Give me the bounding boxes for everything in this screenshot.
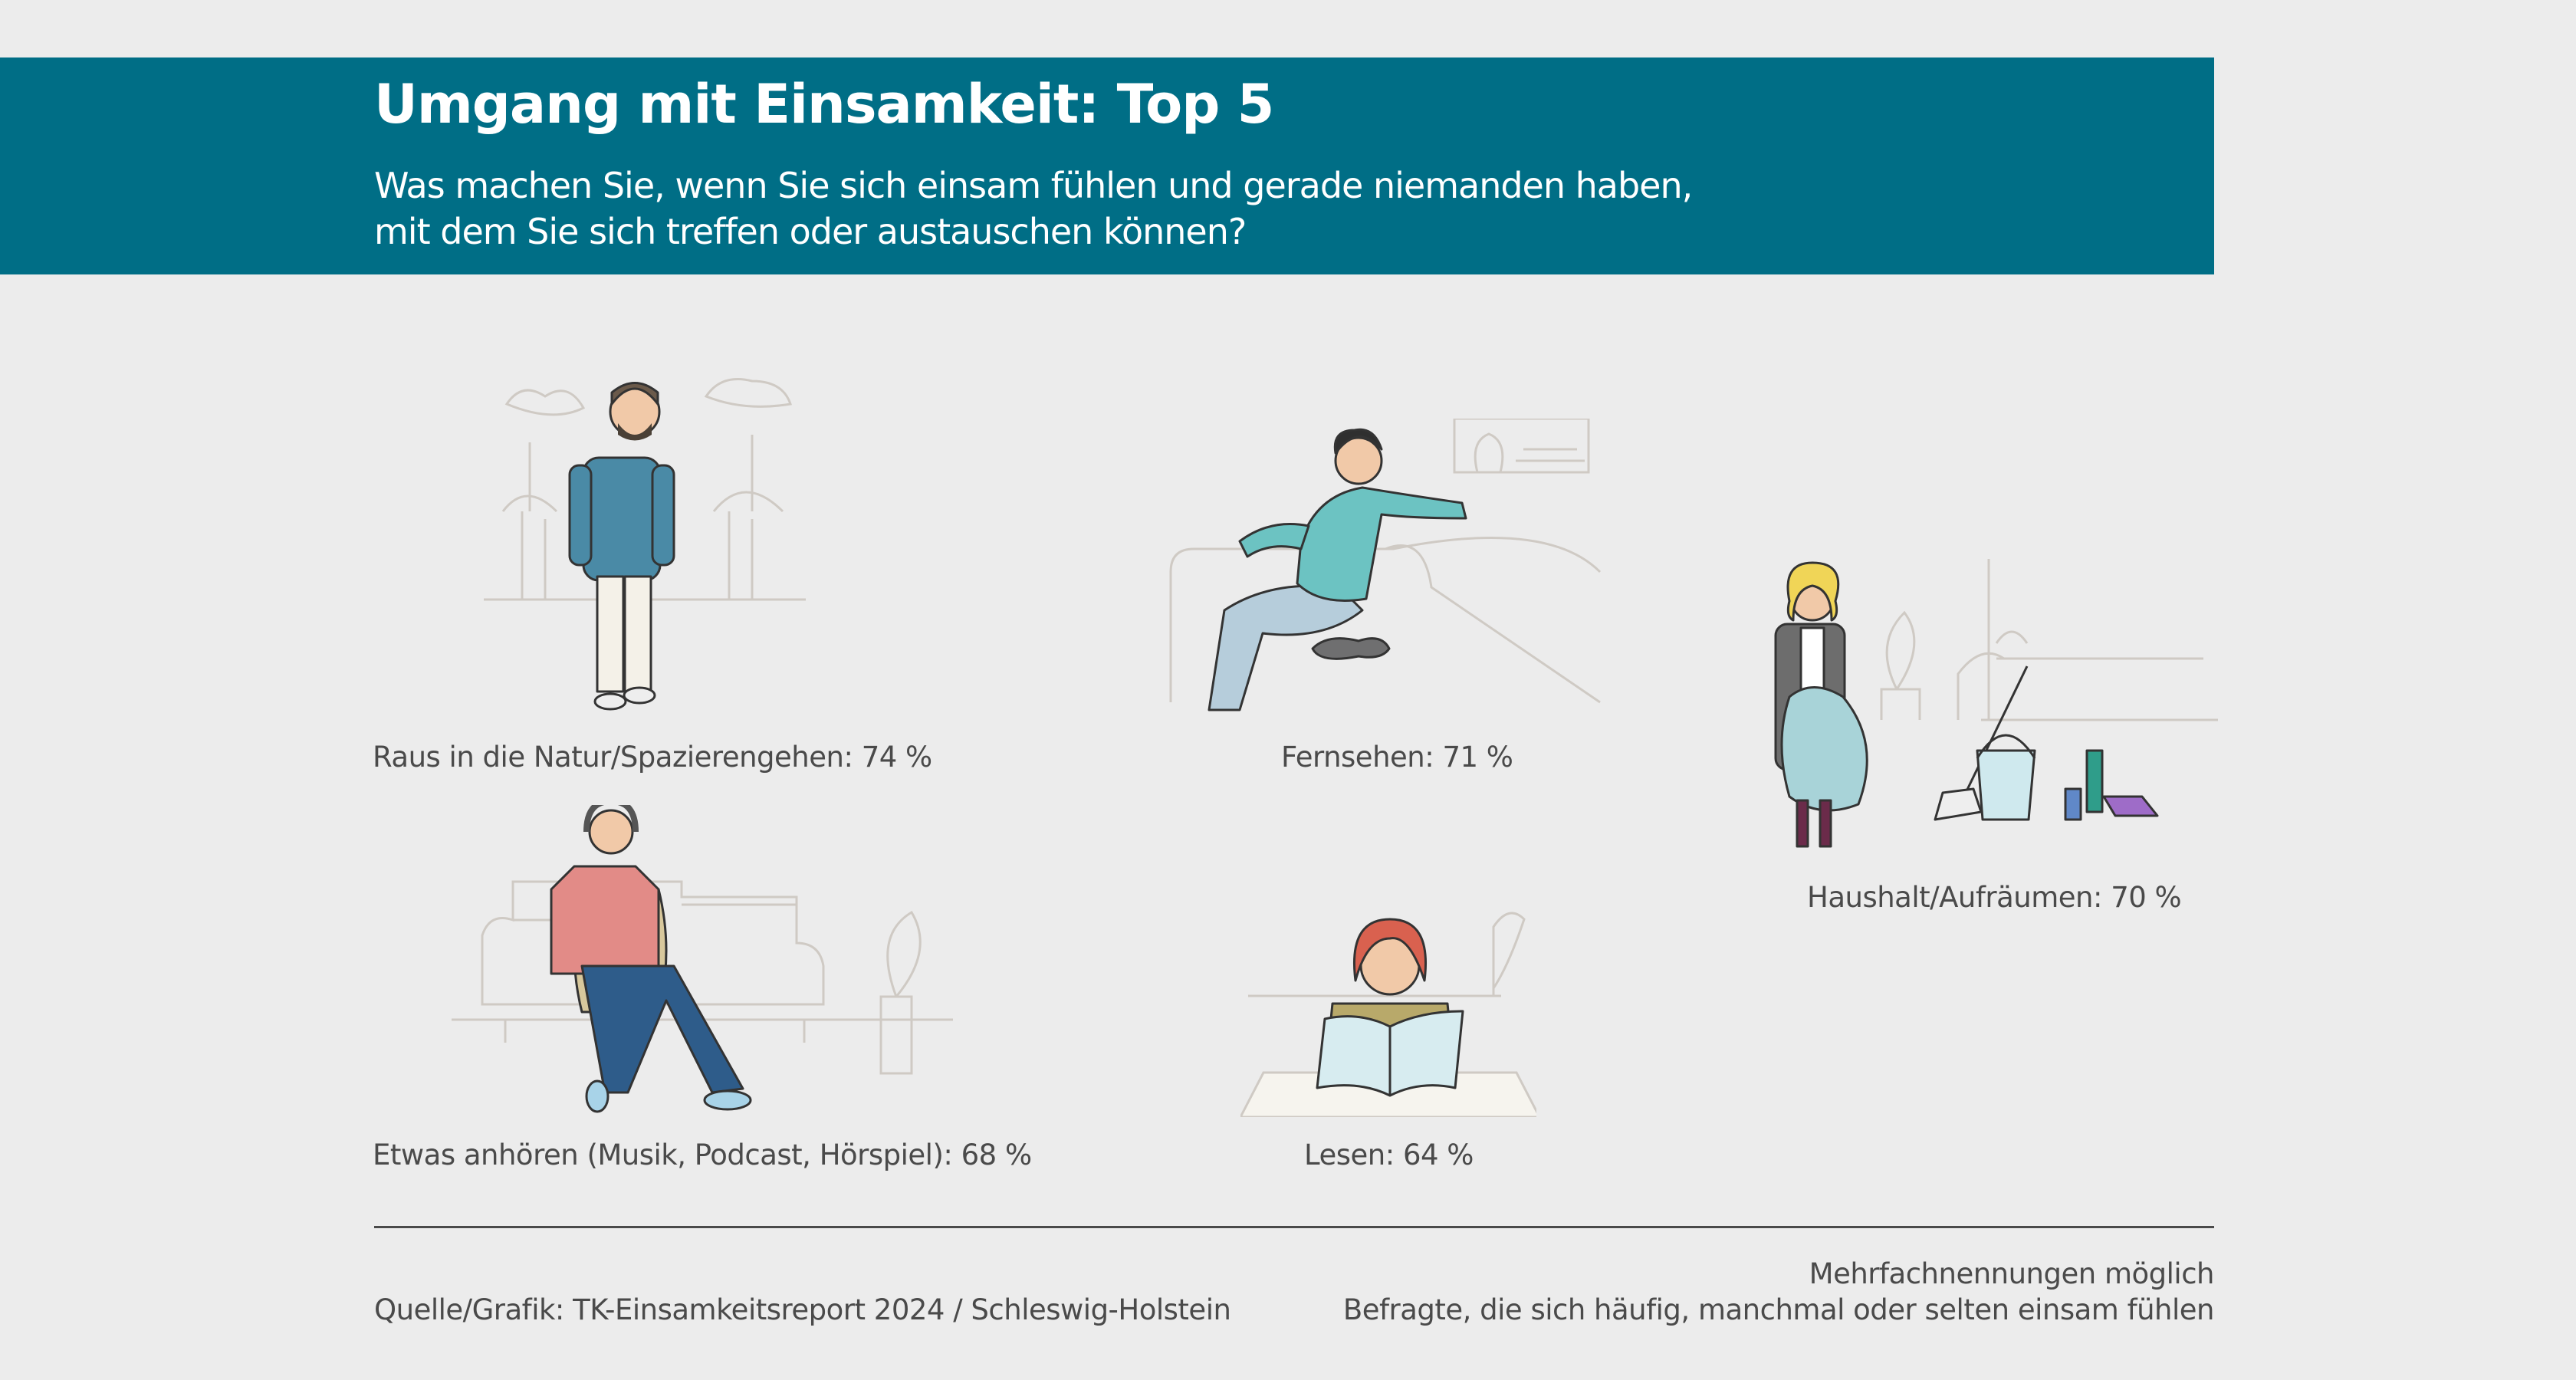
subtitle-line-1: Was machen Sie, wenn Sie sich einsam füh… <box>374 165 1693 206</box>
page-subtitle: Was machen Sie, wenn Sie sich einsam füh… <box>374 163 1693 255</box>
footer-divider <box>374 1226 2214 1228</box>
footer-note-multiple: Mehrfachnennungen möglich <box>1809 1257 2215 1290</box>
item-label-nature: Raus in die Natur/Spazierengehen: 74 % <box>373 741 932 774</box>
header-banner <box>0 58 2214 274</box>
man-on-sofa-with-cat-illustration <box>1169 419 1602 711</box>
man-walking-in-park-illustration <box>484 378 806 711</box>
source-text: Quelle/Grafik: TK-Einsamkeitsreport 2024… <box>374 1293 1231 1326</box>
item-label-household: Haushalt/Aufräumen: 70 % <box>1807 881 2182 914</box>
woman-cleaning-illustration <box>1774 559 2218 848</box>
item-label-listening: Etwas anhören (Musik, Podcast, Hörspiel)… <box>373 1138 1032 1171</box>
man-with-headphones-on-sofa-illustration <box>452 805 953 1113</box>
woman-reading-book-illustration <box>1240 912 1536 1117</box>
item-label-reading: Lesen: 64 % <box>1304 1138 1474 1171</box>
page-title: Umgang mit Einsamkeit: Top 5 <box>374 73 1274 136</box>
item-label-tv: Fernsehen: 71 % <box>1281 741 1513 774</box>
subtitle-line-2: mit dem Sie sich treffen oder austausche… <box>374 211 1247 252</box>
footer-note-respondents: Befragte, die sich häufig, manchmal oder… <box>1342 1293 2215 1326</box>
